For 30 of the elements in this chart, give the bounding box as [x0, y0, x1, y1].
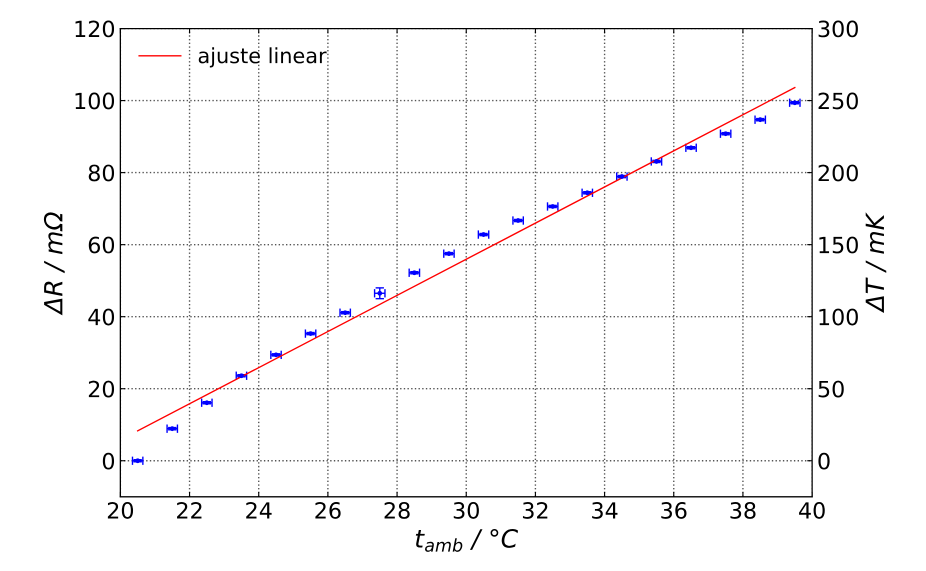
- y2-tick-label: 100: [819, 308, 858, 326]
- x-tick-label: 20: [108, 502, 134, 519]
- y2-tick-label: 150: [819, 236, 858, 254]
- y-tick-label: 60: [88, 236, 114, 254]
- legend-label: ajuste linear: [198, 47, 327, 68]
- x-tick-label: 28: [384, 502, 410, 519]
- y-tick-label: 100: [76, 92, 114, 110]
- x-tick-label: 32: [522, 502, 548, 519]
- y2-tick-label: 250: [818, 92, 858, 110]
- y-tick-label: 40: [88, 308, 114, 326]
- point: [377, 290, 382, 296]
- x-tick-label: 26: [315, 502, 341, 519]
- x-tick-label: 22: [177, 502, 202, 519]
- y-tick-label: 120: [76, 20, 114, 38]
- y2-tick-label: 0: [818, 452, 830, 470]
- y-axis-title: ΔR / mΩ: [44, 212, 65, 316]
- x-tick-label: 38: [730, 502, 756, 519]
- x-axis-title: t$_{amb}$ / °C: [416, 528, 518, 552]
- y2-axis-title: ΔT / mK: [866, 212, 886, 313]
- x-tick-label: 30: [454, 502, 479, 519]
- y2-tick-label: 200: [818, 164, 858, 182]
- x-tick-label: 40: [799, 502, 825, 519]
- x-tick-label: 24: [246, 502, 272, 519]
- y2-tick-label: 50: [818, 380, 844, 398]
- y-tick-label: 0: [102, 452, 114, 470]
- y2-tick-label: 300: [818, 20, 858, 38]
- x-tick-label: 34: [592, 502, 618, 519]
- y-tick-label: 80: [88, 164, 114, 182]
- x-tick-label: 36: [661, 502, 686, 519]
- y-tick-label: 20: [88, 380, 114, 398]
